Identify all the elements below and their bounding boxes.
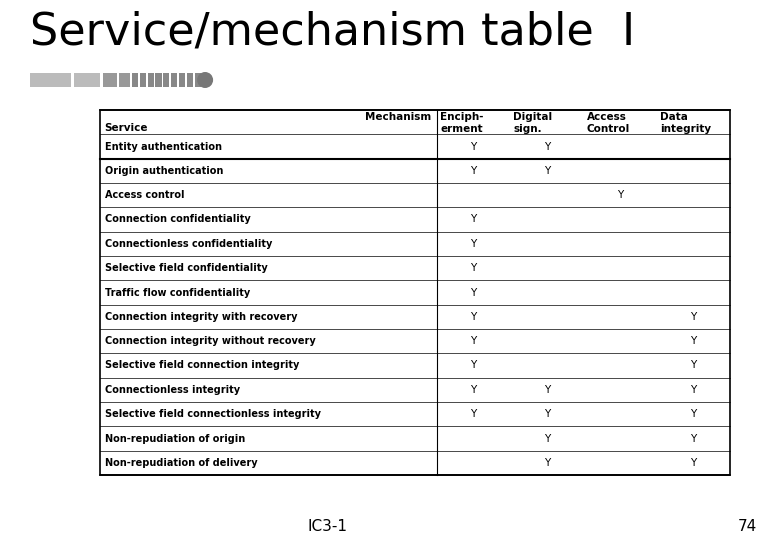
- Text: Y: Y: [544, 434, 550, 443]
- Text: Enciph-: Enciph-: [440, 112, 484, 122]
- Text: Y: Y: [470, 287, 477, 298]
- Text: Non-repudiation of delivery: Non-repudiation of delivery: [105, 458, 257, 468]
- Text: Y: Y: [544, 458, 550, 468]
- Text: Selective field connection integrity: Selective field connection integrity: [105, 361, 299, 370]
- Text: 74: 74: [737, 518, 757, 534]
- Bar: [179, 73, 185, 87]
- Bar: [171, 73, 177, 87]
- Text: Y: Y: [690, 312, 697, 322]
- Text: Mechanism: Mechanism: [364, 112, 431, 122]
- Text: Y: Y: [470, 409, 477, 419]
- Text: Y: Y: [470, 385, 477, 395]
- Text: Y: Y: [690, 458, 697, 468]
- Text: Access control: Access control: [105, 190, 184, 200]
- Bar: [186, 73, 193, 87]
- Text: Y: Y: [690, 434, 697, 443]
- Ellipse shape: [197, 72, 213, 88]
- Text: Y: Y: [470, 166, 477, 176]
- Text: Data: Data: [660, 112, 688, 122]
- Bar: [155, 73, 161, 87]
- Bar: [163, 73, 169, 87]
- Text: Origin authentication: Origin authentication: [105, 166, 223, 176]
- Text: Traffic flow confidentiality: Traffic flow confidentiality: [105, 287, 250, 298]
- Text: Non-repudiation of origin: Non-repudiation of origin: [105, 434, 245, 443]
- Bar: [30, 73, 71, 87]
- Text: Y: Y: [690, 409, 697, 419]
- Text: Entity authentication: Entity authentication: [105, 141, 222, 152]
- Text: integrity: integrity: [660, 124, 711, 134]
- Text: Connectionless confidentiality: Connectionless confidentiality: [105, 239, 272, 249]
- Text: Service: Service: [104, 123, 147, 133]
- Text: Digital: Digital: [513, 112, 552, 122]
- Text: Y: Y: [617, 190, 623, 200]
- Bar: [74, 73, 100, 87]
- Text: Y: Y: [544, 409, 550, 419]
- Bar: [147, 73, 154, 87]
- Text: Y: Y: [470, 239, 477, 249]
- Bar: [140, 73, 146, 87]
- Text: Y: Y: [544, 166, 550, 176]
- Text: Control: Control: [587, 124, 630, 134]
- Text: Connection integrity with recovery: Connection integrity with recovery: [105, 312, 297, 322]
- Bar: [103, 73, 117, 87]
- Text: Y: Y: [544, 141, 550, 152]
- Bar: [194, 73, 200, 87]
- Text: sign.: sign.: [513, 124, 542, 134]
- Text: Connection confidentiality: Connection confidentiality: [105, 214, 250, 225]
- Text: Access: Access: [587, 112, 626, 122]
- Text: Y: Y: [690, 336, 697, 346]
- Text: Y: Y: [690, 385, 697, 395]
- Text: Y: Y: [690, 361, 697, 370]
- Text: Y: Y: [470, 263, 477, 273]
- Text: Y: Y: [470, 361, 477, 370]
- Text: Service/mechanism table  I: Service/mechanism table I: [30, 10, 635, 53]
- Bar: [132, 73, 138, 87]
- Bar: [119, 73, 129, 87]
- Text: Y: Y: [470, 312, 477, 322]
- Text: Selective field confidentiality: Selective field confidentiality: [105, 263, 268, 273]
- Text: Y: Y: [544, 385, 550, 395]
- Text: Connection integrity without recovery: Connection integrity without recovery: [105, 336, 315, 346]
- Text: Y: Y: [470, 336, 477, 346]
- Text: Y: Y: [470, 214, 477, 225]
- Text: erment: erment: [440, 124, 483, 134]
- Text: Selective field connectionless integrity: Selective field connectionless integrity: [105, 409, 321, 419]
- Text: Y: Y: [470, 141, 477, 152]
- Text: IC3-1: IC3-1: [307, 518, 348, 534]
- Text: Connectionless integrity: Connectionless integrity: [105, 385, 239, 395]
